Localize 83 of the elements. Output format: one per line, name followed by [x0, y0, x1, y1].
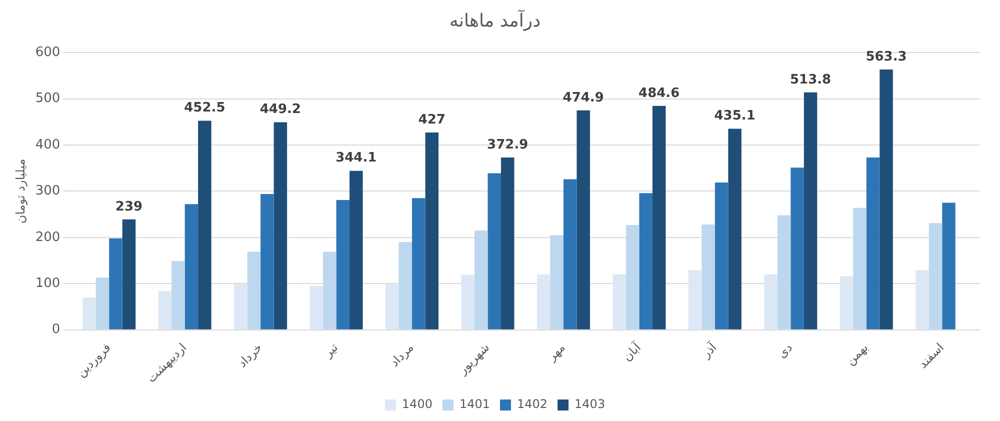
bar	[461, 274, 474, 330]
bar	[804, 92, 818, 330]
y-tick-label: 600	[35, 44, 60, 60]
x-tick-label: فروردین	[74, 340, 114, 380]
bar	[702, 224, 715, 330]
data-label: 513.8	[790, 72, 832, 88]
bar	[323, 252, 336, 330]
bar	[198, 120, 212, 330]
bar	[728, 128, 742, 330]
bar	[563, 179, 577, 330]
bar	[184, 204, 198, 330]
bar	[652, 106, 666, 330]
x-tick-label: بهمن	[843, 340, 871, 368]
bar	[158, 291, 172, 330]
x-tick-label: آذر	[698, 339, 720, 362]
bar	[82, 298, 96, 330]
bar	[386, 284, 399, 330]
bar	[942, 202, 956, 330]
bar	[336, 200, 350, 330]
bar	[840, 276, 854, 330]
bar	[880, 70, 893, 330]
data-label: 563.3	[866, 49, 907, 64]
bar	[688, 270, 702, 330]
x-tick-label: خرداد	[235, 340, 265, 370]
data-label: 372.9	[487, 137, 528, 152]
x-tick-label: تیر	[320, 340, 341, 361]
bar	[916, 270, 929, 330]
bar	[122, 219, 136, 330]
legend-label: 1403	[574, 397, 606, 412]
bar	[412, 198, 426, 330]
data-label: 427	[418, 112, 446, 128]
bar	[172, 261, 185, 330]
bar	[350, 170, 363, 330]
y-axis-title: میلیارد تومان	[13, 158, 28, 224]
bar	[247, 252, 261, 330]
bar	[96, 278, 110, 330]
legend-label: 1401	[459, 397, 490, 412]
x-tick-label: اسفند	[916, 340, 946, 372]
bar	[474, 230, 488, 330]
bar	[639, 193, 652, 330]
y-tick-label: 400	[35, 137, 60, 152]
y-tick-label: 200	[35, 230, 60, 245]
bar	[274, 122, 288, 330]
chart-title: درآمد ماهانه	[449, 9, 541, 32]
bar	[536, 274, 550, 330]
bar	[550, 235, 564, 330]
data-label: 449.2	[260, 102, 301, 118]
x-tick-label: دی	[774, 340, 795, 361]
bar	[790, 168, 804, 330]
bar	[764, 274, 778, 330]
x-tick-label: مهر	[544, 340, 568, 364]
y-tick-label: 500	[35, 91, 60, 106]
bar	[714, 182, 728, 330]
data-label: 435.1	[714, 108, 756, 124]
legend-label: 1402	[517, 397, 548, 412]
x-tick-label: اردیبهشت	[144, 340, 190, 386]
bar	[928, 223, 942, 330]
bar	[777, 215, 791, 330]
y-tick-label: 100	[35, 276, 60, 292]
bar	[866, 157, 880, 330]
data-label: 484.6	[638, 86, 680, 101]
bar	[853, 208, 866, 330]
bar	[310, 286, 324, 330]
bar	[576, 110, 590, 330]
legend-label: 1400	[402, 397, 432, 412]
x-tick-label: شهریور	[454, 340, 492, 378]
bar	[109, 238, 122, 330]
bar	[612, 274, 626, 330]
y-tick-label: 300	[35, 184, 60, 199]
y-tick-label: 0	[52, 322, 60, 338]
bar	[260, 194, 274, 330]
x-tick-label: مرداد	[387, 340, 416, 370]
bar	[500, 158, 514, 330]
bar	[234, 284, 248, 330]
bar	[398, 242, 412, 330]
bar	[626, 224, 640, 330]
x-tick-label: آبان	[619, 339, 644, 364]
data-label: 452.5	[184, 100, 226, 116]
bar	[425, 132, 439, 330]
bar	[488, 173, 501, 330]
data-label: 474.9	[562, 90, 604, 106]
data-label: 239	[115, 199, 143, 214]
data-label: 344.1	[336, 150, 377, 166]
